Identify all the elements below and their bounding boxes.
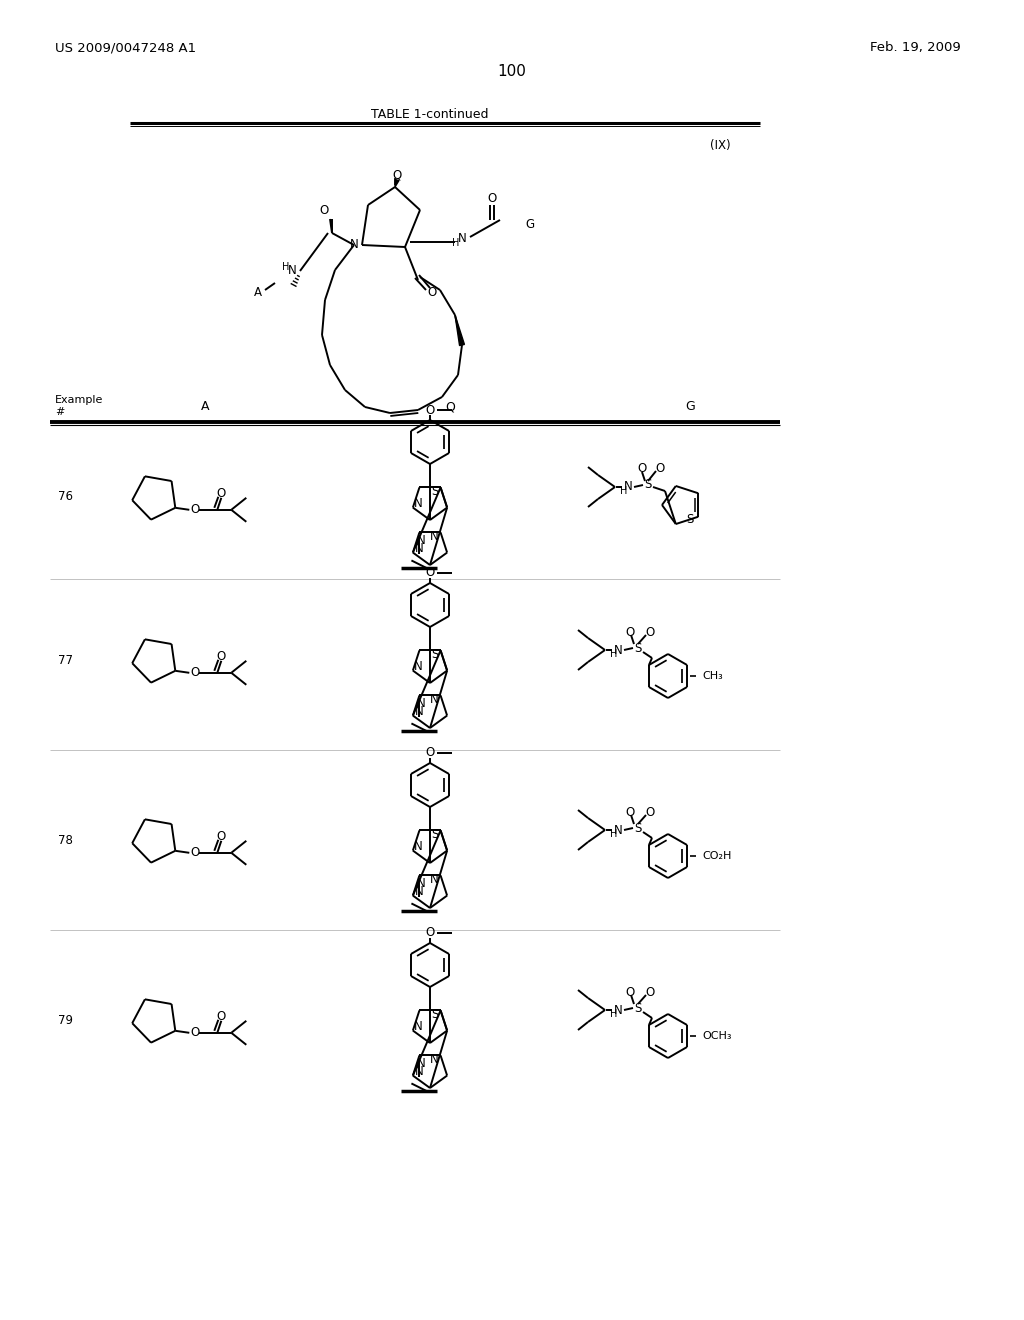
- Text: N: N: [417, 533, 426, 546]
- Text: 77: 77: [58, 653, 73, 667]
- Text: N: N: [414, 498, 422, 510]
- Text: N: N: [288, 264, 296, 277]
- Text: N: N: [414, 1020, 422, 1034]
- Text: S: S: [431, 828, 438, 841]
- Text: N: N: [349, 239, 358, 252]
- Text: A: A: [254, 286, 262, 300]
- Text: O: O: [427, 285, 436, 298]
- Text: 78: 78: [58, 833, 73, 846]
- Text: S: S: [431, 648, 438, 661]
- Text: S: S: [634, 1002, 642, 1015]
- Text: (IX): (IX): [710, 139, 731, 152]
- Text: O: O: [217, 830, 226, 843]
- Text: N: N: [613, 824, 623, 837]
- Text: O: O: [217, 1010, 226, 1023]
- Text: G: G: [525, 219, 535, 231]
- Text: S: S: [634, 821, 642, 834]
- Text: N: N: [414, 660, 422, 673]
- Text: H: H: [283, 261, 290, 272]
- Text: N: N: [414, 840, 422, 853]
- Text: N: N: [430, 1053, 439, 1067]
- Text: CO₂H: CO₂H: [702, 851, 731, 861]
- Text: OCH₃: OCH₃: [702, 1031, 731, 1041]
- Text: O: O: [645, 626, 654, 639]
- Text: O: O: [626, 986, 635, 998]
- Text: US 2009/0047248 A1: US 2009/0047248 A1: [55, 41, 197, 54]
- Text: O: O: [319, 205, 329, 218]
- Text: N: N: [430, 529, 439, 543]
- Text: O: O: [626, 626, 635, 639]
- Polygon shape: [395, 180, 399, 187]
- Text: N: N: [458, 232, 466, 246]
- Text: O: O: [637, 462, 646, 475]
- Text: G: G: [685, 400, 695, 413]
- Text: Q: Q: [445, 400, 455, 413]
- Text: H: H: [610, 829, 617, 840]
- Text: H: H: [610, 1008, 617, 1019]
- Text: N: N: [415, 705, 423, 718]
- Text: O: O: [425, 566, 434, 579]
- Text: Example: Example: [55, 395, 103, 405]
- Text: 79: 79: [58, 1014, 73, 1027]
- Text: Q: Q: [392, 169, 401, 181]
- Text: N: N: [430, 873, 439, 886]
- Text: A: A: [201, 400, 209, 413]
- Text: O: O: [190, 667, 200, 680]
- Text: N: N: [624, 480, 633, 494]
- Text: N: N: [415, 1065, 423, 1078]
- Text: O: O: [425, 404, 434, 417]
- Text: N: N: [415, 886, 423, 898]
- Text: N: N: [417, 876, 426, 890]
- Text: O: O: [487, 193, 497, 206]
- Text: S: S: [431, 1008, 438, 1020]
- Text: O: O: [425, 747, 434, 759]
- Text: #: #: [55, 407, 65, 417]
- Text: S: S: [686, 513, 694, 527]
- Text: N: N: [417, 1057, 426, 1071]
- Text: O: O: [655, 462, 665, 475]
- Text: O: O: [425, 927, 434, 940]
- Text: S: S: [431, 484, 438, 498]
- Text: CH₃: CH₃: [702, 671, 723, 681]
- Text: N: N: [613, 1003, 623, 1016]
- Text: O: O: [190, 503, 200, 516]
- Text: Feb. 19, 2009: Feb. 19, 2009: [870, 41, 961, 54]
- Text: O: O: [217, 651, 226, 663]
- Text: O: O: [217, 487, 226, 500]
- Text: N: N: [613, 644, 623, 656]
- Text: O: O: [190, 846, 200, 859]
- Text: O: O: [645, 805, 654, 818]
- Text: 100: 100: [498, 65, 526, 79]
- Text: O: O: [190, 1026, 200, 1039]
- Polygon shape: [455, 315, 465, 346]
- Text: H: H: [621, 486, 628, 496]
- Text: TABLE 1-continued: TABLE 1-continued: [372, 107, 488, 120]
- Text: S: S: [634, 642, 642, 655]
- Text: N: N: [415, 543, 423, 556]
- Text: 76: 76: [58, 491, 73, 503]
- Text: N: N: [430, 693, 439, 706]
- Text: H: H: [453, 238, 460, 248]
- Text: S: S: [644, 479, 651, 491]
- Text: N: N: [417, 697, 426, 710]
- Text: O: O: [645, 986, 654, 998]
- Text: O: O: [626, 805, 635, 818]
- Text: H: H: [610, 649, 617, 659]
